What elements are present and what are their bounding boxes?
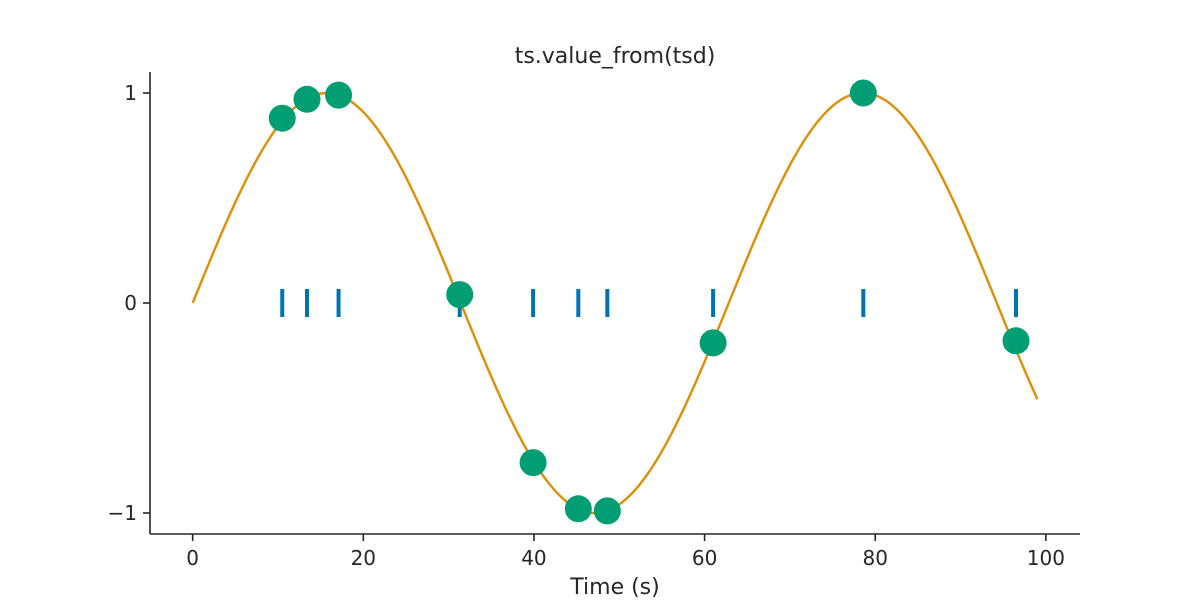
value-point (593, 497, 621, 525)
x-tick-label: 100 (1027, 546, 1065, 570)
x-tick-label: 40 (521, 546, 546, 570)
y-axis-ticks: −1 0 1 (108, 81, 150, 525)
y-tick-label: 1 (124, 81, 137, 105)
y-tick-label: −1 (108, 501, 137, 525)
value-point (699, 329, 727, 357)
value-point (564, 495, 592, 523)
x-tick-label: 80 (863, 546, 888, 570)
plot-area (191, 79, 1039, 525)
chart-title: ts.value_from(tsd) (515, 44, 716, 69)
value-point (519, 449, 547, 477)
value-point (849, 79, 877, 107)
x-tick-label: 20 (351, 546, 376, 570)
x-tick-label: 60 (692, 546, 717, 570)
value-point (446, 281, 474, 309)
x-axis-label: Time (s) (569, 575, 659, 600)
signal-line (191, 91, 1039, 515)
value-point (325, 81, 353, 109)
y-tick-label: 0 (124, 291, 137, 315)
x-tick-label: 0 (186, 546, 199, 570)
value-point (268, 104, 296, 132)
value-point (293, 85, 321, 113)
x-axis-ticks: 0 20 40 60 80 100 (186, 534, 1065, 570)
value-point (1002, 327, 1030, 355)
